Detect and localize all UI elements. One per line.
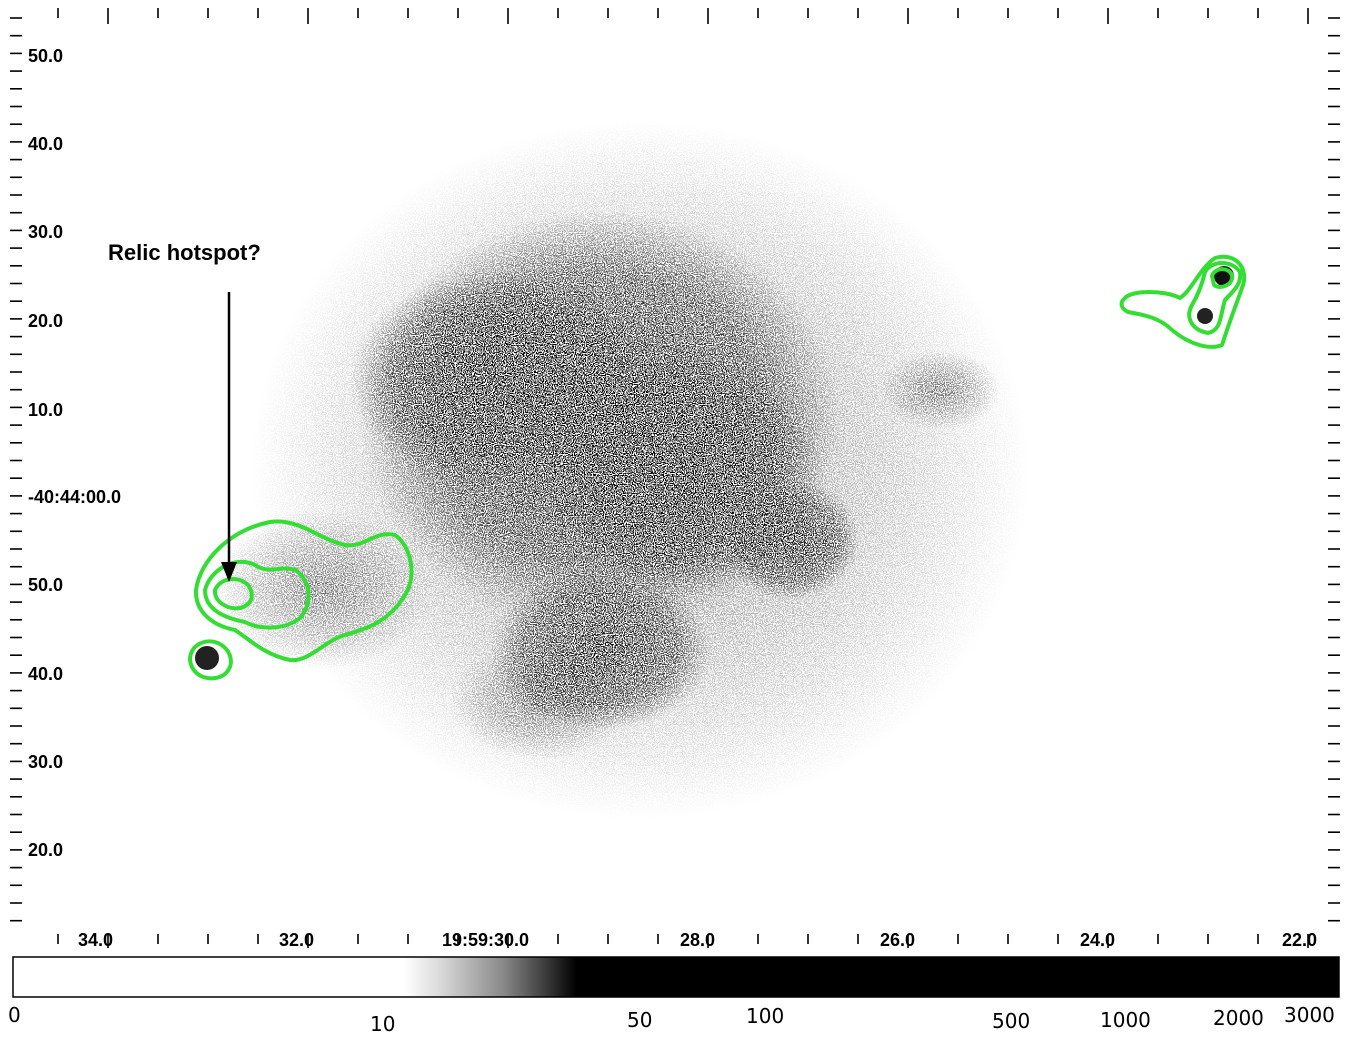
colorbar-label: 500 [992,1009,1030,1033]
colorbar-label: 1000 [1100,1008,1151,1032]
dec-label: 50.0 [28,575,63,595]
dec-label: 30.0 [28,222,63,242]
ra-label: 34.0 [78,930,113,950]
colorbar-label: 10 [370,1012,395,1036]
colorbar-label: 50 [627,1008,652,1032]
ra-axis-labels: 34.0 32.0 19:59:30.0 28.0 26.0 24.0 22.0 [78,930,1317,950]
colorbar-label: 100 [746,1004,784,1028]
annotation-arrowhead [221,562,237,582]
ra-label: 19:59:30.0 [442,930,529,950]
contour-right-outer [1119,254,1247,349]
colorbar-labels: 0 10 50 100 500 1000 2000 3000 [8,1003,1335,1036]
ra-label: 24.0 [1080,930,1115,950]
xray-emission [210,120,1030,820]
dec-label: 40.0 [28,134,63,154]
axis-ticks [10,8,1340,948]
hotspot-annotation: Relic hotspot? [108,240,261,582]
ra-label: 22.0 [1282,930,1317,950]
dec-label: 50.0 [28,46,63,66]
ra-label: 28.0 [680,930,715,950]
contour-left-mid [203,559,311,630]
point-sources [195,266,1234,670]
dec-label: 10.0 [28,400,63,420]
colorbar-label: 3000 [1284,1003,1335,1027]
contour-right-core [1210,267,1235,289]
radio-contours [188,254,1247,681]
dec-axis-labels: 50.0 40.0 30.0 20.0 10.0 -40:44:00.0 50.… [28,46,121,860]
dec-label: 20.0 [28,311,63,331]
colorbar-label: 0 [8,1003,21,1027]
dec-label: -40:44:00.0 [28,487,121,507]
contour-left-outer [193,519,414,663]
colorbar-gradient [12,956,1340,998]
contour-right-inner [1187,261,1243,335]
colorbar-label: 2000 [1213,1006,1264,1030]
contour-left-source [188,639,233,681]
dec-label: 40.0 [28,664,63,684]
dec-label: 20.0 [28,840,63,860]
ra-label: 32.0 [279,930,314,950]
annotation-label: Relic hotspot? [108,240,261,265]
colorbar: 0 10 50 100 500 1000 2000 3000 [8,956,1340,1036]
dec-label: 30.0 [28,752,63,772]
ra-label: 26.0 [880,930,915,950]
